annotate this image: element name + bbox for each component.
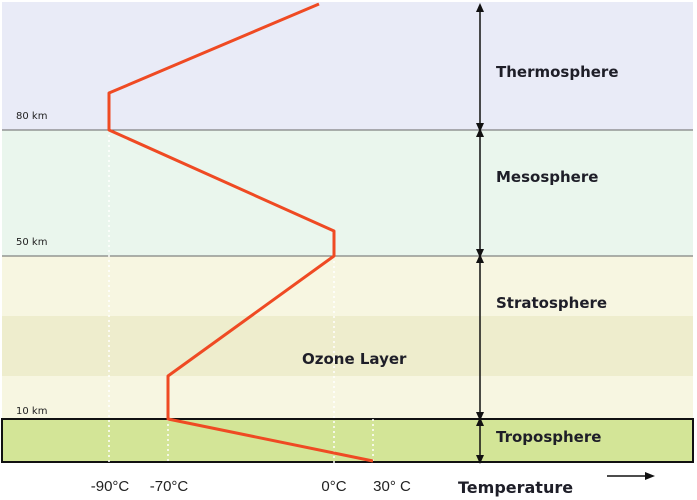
mesosphere-label: Mesosphere (496, 168, 598, 186)
thermosphere-band (2, 2, 693, 130)
stratosphere-height-arrow (476, 254, 484, 421)
mesosphere-band (2, 130, 693, 256)
mesosphere-height-arrow (476, 128, 484, 258)
troposphere-label: Troposphere (496, 428, 601, 446)
altitude-label-10km: 10 km (16, 406, 47, 417)
stratosphere-band-lower (2, 376, 693, 419)
ozone-layer-band (2, 316, 693, 376)
ozone-layer-label: Ozone Layer (302, 350, 407, 368)
stratosphere-band-upper (2, 256, 693, 316)
temperature-label-zero: 0°C (321, 478, 346, 495)
temperature-axis-title: Temperature (458, 478, 573, 497)
thermosphere-height-arrow (476, 3, 484, 132)
thermosphere-label: Thermosphere (496, 63, 619, 81)
temperature-profile-curve (107, 2, 374, 463)
troposphere-height-arrow (476, 417, 484, 464)
altitude-label-80km: 80 km (16, 111, 47, 122)
temperature-label-minus-90: -90°C (91, 478, 130, 495)
temperature-label-minus-70: -70°C (150, 478, 189, 495)
temperature-label-30: 30° C (373, 478, 411, 495)
stratosphere-label: Stratosphere (496, 294, 607, 312)
temperature-direction-arrow (607, 472, 655, 480)
altitude-label-50km: 50 km (16, 237, 47, 248)
